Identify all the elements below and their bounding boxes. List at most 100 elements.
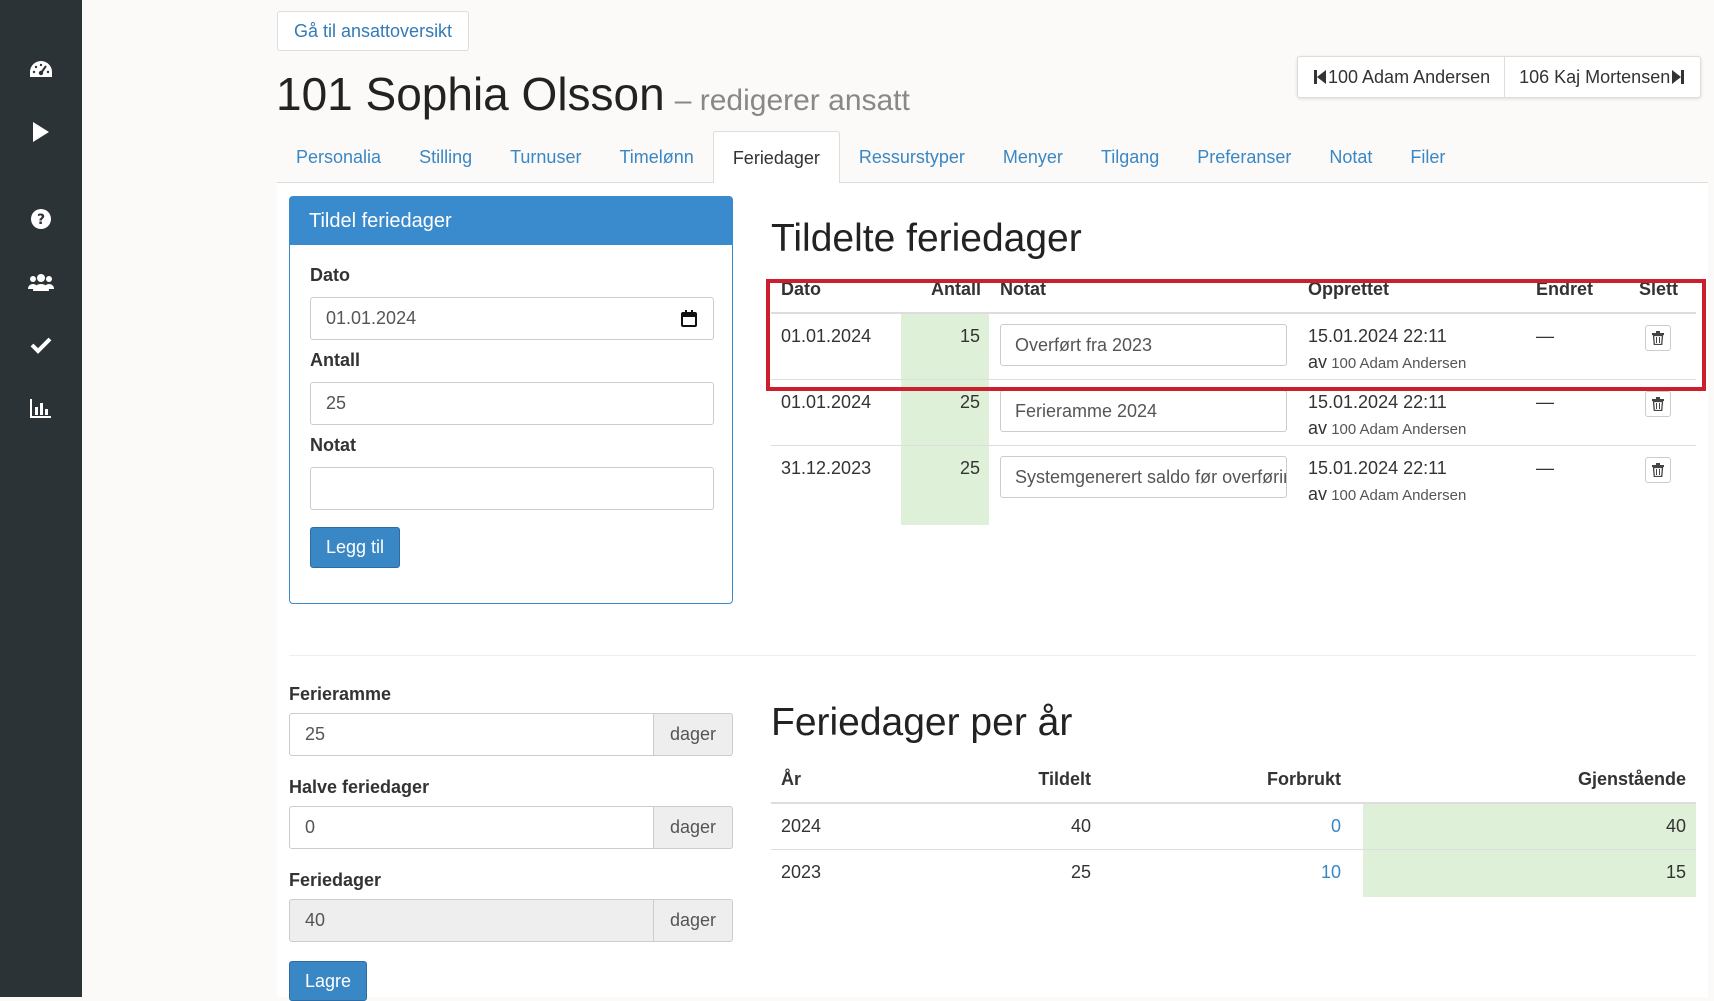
save-button[interactable]: Lagre (289, 961, 367, 1001)
col-changed: Endret (1536, 279, 1594, 299)
half-days-input[interactable]: 0 (289, 806, 654, 849)
half-days-unit: dager (654, 806, 733, 849)
row1-user: 100 Adam Andersen (1331, 355, 1467, 372)
col-used: Forbrukt (1267, 769, 1341, 789)
header-rule (771, 312, 1696, 314)
row2-date: 01.01.2024 (781, 392, 872, 412)
next-employee-button[interactable]: 106 Kaj Mortensen (1504, 57, 1700, 97)
page-title: 101 Sophia Olsson – redigerer ansatt (276, 62, 910, 133)
prev-employee-label: 100 Adam Andersen (1328, 66, 1491, 87)
row2-created-by: av 100 Adam Andersen (1308, 418, 1466, 439)
row-rule (771, 849, 1696, 850)
svg-text:?: ? (37, 212, 45, 228)
tab-timelonn[interactable]: Timelønn (619, 147, 694, 167)
col-created: Opprettet (1308, 279, 1389, 299)
employee-name: 101 Sophia Olsson (276, 68, 665, 120)
col-assigned: Tildelt (1038, 769, 1091, 789)
trash-icon (1652, 397, 1664, 411)
row3-user: 100 Adam Andersen (1331, 487, 1467, 504)
tab-bar: Personalia Stilling Turnuser Timelønn Fe… (277, 131, 1708, 184)
col-delete: Slett (1639, 279, 1679, 299)
row2-delete-button[interactable] (1645, 391, 1671, 417)
tab-tilgang[interactable]: Tilgang (1100, 147, 1160, 167)
year2: 2023 (781, 862, 822, 882)
year2-remaining: 15 (1665, 862, 1686, 882)
row3-av: av (1308, 484, 1328, 504)
tab-ressurstyper[interactable]: Ressurstyper (858, 147, 965, 167)
row2-changed: — (1536, 392, 1554, 412)
tab-preferanser[interactable]: Preferanser (1197, 147, 1292, 167)
row-rule (771, 445, 1696, 446)
half-days-label: Halve feriedager (289, 777, 430, 797)
col-date: Dato (781, 279, 821, 299)
add-button[interactable]: Legg til (310, 527, 400, 568)
row1-delete-button[interactable] (1645, 325, 1671, 351)
step-forward-icon (1672, 70, 1685, 84)
page-subtitle: – redigerer ansatt (674, 84, 910, 117)
row2-note-input[interactable]: Ferieramme 2024 (1000, 390, 1287, 432)
row1-date: 01.01.2024 (781, 326, 872, 346)
frame-input-group: 25 dager (289, 713, 733, 756)
per-year-title: Feriedager per år (771, 701, 1073, 744)
users-icon[interactable] (0, 262, 82, 302)
play-icon[interactable] (0, 112, 82, 152)
row2-count: 25 (960, 392, 981, 412)
half-days-input-group: 0 dager (289, 806, 733, 849)
col-year: År (781, 769, 802, 789)
chart-icon[interactable] (0, 388, 82, 428)
date-label: Dato (310, 265, 350, 285)
row3-delete-button[interactable] (1645, 457, 1671, 483)
header-rule (771, 802, 1696, 804)
vacation-days-input-group: 40 dager (289, 899, 733, 942)
prev-employee-button[interactable]: 100 Adam Andersen (1298, 57, 1504, 97)
count-column-highlight (901, 313, 989, 525)
tab-content: Tildel feriedager Dato 01.01.2024 Antall… (277, 183, 1708, 1001)
row3-created: 15.01.2024 22:11 (1308, 458, 1447, 478)
year2-used-link[interactable]: 10 (1320, 862, 1341, 882)
row2-created: 15.01.2024 22:11 (1308, 392, 1447, 412)
back-to-overview-button[interactable]: Gå til ansattoversikt (277, 11, 470, 51)
year1-assigned: 40 (1070, 816, 1091, 836)
note-input[interactable] (310, 467, 714, 510)
panel-title: Tildel feriedager (290, 197, 732, 245)
count-label: Antall (310, 350, 361, 370)
vacation-days-label: Feriedager (289, 870, 382, 890)
row3-created-by: av 100 Adam Andersen (1308, 484, 1466, 505)
year1: 2024 (781, 816, 822, 836)
frame-input[interactable]: 25 (289, 713, 654, 756)
row3-note-input[interactable]: Systemgenerert saldo før overføring (1000, 456, 1287, 498)
year1-remaining: 40 (1665, 816, 1686, 836)
check-icon[interactable] (0, 325, 82, 365)
tab-notat[interactable]: Notat (1329, 147, 1373, 167)
tab-personalia[interactable]: Personalia (296, 147, 382, 167)
row3-count: 25 (960, 458, 981, 478)
dashboard-icon[interactable] (0, 49, 82, 89)
tab-filer[interactable]: Filer (1410, 147, 1446, 167)
calendar-icon[interactable] (681, 310, 697, 327)
count-input[interactable]: 25 (310, 382, 714, 425)
row2-av: av (1308, 418, 1328, 438)
assign-vacation-panel: Tildel feriedager Dato 01.01.2024 Antall… (289, 196, 733, 604)
col-remaining: Gjenstående (1577, 769, 1686, 789)
date-input[interactable]: 01.01.2024 (310, 297, 714, 340)
row-rule (771, 379, 1696, 380)
next-employee-label: 106 Kaj Mortensen (1519, 66, 1671, 87)
year1-used-link[interactable]: 0 (1330, 816, 1341, 836)
tab-feriedager[interactable]: Feriedager (712, 131, 840, 184)
frame-label: Ferieramme (289, 684, 392, 704)
frame-unit: dager (654, 713, 733, 756)
remaining-column-highlight (1363, 804, 1696, 897)
trash-icon (1652, 463, 1664, 477)
vacation-days-input: 40 (289, 899, 654, 942)
help-icon[interactable]: ? (0, 199, 82, 239)
row3-date: 31.12.2023 (781, 458, 872, 478)
tab-menyer[interactable]: Menyer (1002, 147, 1063, 167)
trash-icon (1652, 331, 1664, 345)
section-divider (289, 655, 1696, 656)
year2-assigned: 25 (1070, 862, 1091, 882)
row1-av: av (1308, 352, 1328, 372)
col-note: Notat (1000, 279, 1046, 299)
row1-note-input[interactable]: Overført fra 2023 (1000, 324, 1287, 366)
tab-stilling[interactable]: Stilling (419, 147, 473, 167)
tab-turnuser[interactable]: Turnuser (510, 147, 582, 167)
